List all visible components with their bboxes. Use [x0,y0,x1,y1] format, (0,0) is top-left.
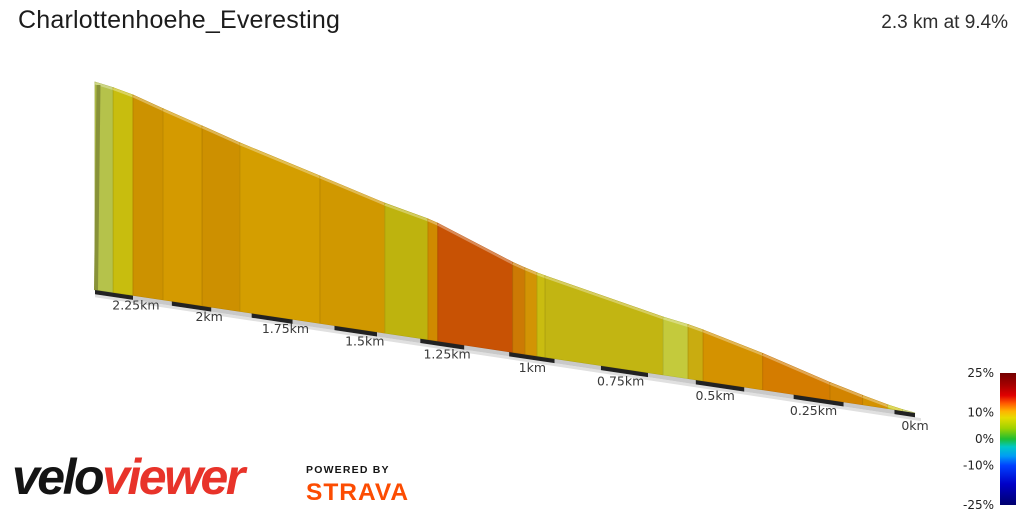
gradient-band-bevel [427,219,439,226]
axis-stripe [793,394,844,407]
powered-by-label: POWERED BY [306,464,390,476]
axis-tick-labels: 2.25km 2km 1.75km 1.5km 1.25km 1km 0.75km 0.5km… [112,297,928,433]
gradient-band-bevel [687,324,704,333]
legend-label: -10% [963,458,994,472]
gradient-band-bevel [132,95,164,112]
gradient-band-bevel [762,353,831,385]
axis-tick-label: 2.25km [112,297,159,312]
axis-stripe [894,409,915,418]
gradient-band-bevel [536,272,546,279]
gradient-band-bevel [162,108,203,129]
axis-tick-label: 1.75km [262,321,309,336]
axis-stripe [292,319,335,331]
axis-stripe [420,338,465,350]
axis-tick-label: 2km [195,309,222,324]
climb-summary: 2.3 km at 9.4% [881,12,1008,33]
gradient-band-bevel [887,404,904,412]
profile-left-edge [94,84,101,291]
profile-bands [94,81,916,416]
axis-stripe [695,380,745,392]
gradient-band [132,94,164,301]
axis-stripe [251,313,293,324]
axis-stripe [843,402,895,415]
gradient-band [702,329,764,391]
gradient-band-bevel [862,395,889,408]
powered-by-strava: POWERED BY STRAVA [306,464,409,507]
gradient-band-bevel [112,87,134,98]
gradient-band-bevel [437,223,514,265]
gradient-band-bevel [384,203,429,222]
axis-stripe [464,345,510,357]
veloviewer-logo-viewer: viewer [102,449,245,505]
axis-stripe [334,325,377,337]
legend-label: -25% [963,498,994,512]
gradient-band [384,202,429,341]
axis-tick-label: 1.5km [345,333,384,348]
gradient-band [239,142,321,325]
axis-tick-label: 0km [901,418,928,433]
legend-label: 25% [967,366,994,380]
legend-colorbar [1000,373,1016,505]
axis-stripe [95,290,134,300]
gradient-band-bevel [94,82,114,91]
gradient-band [662,316,689,380]
gradient-band-bevel [239,142,321,179]
gradient-band-bevel [702,330,764,356]
gradient-legend: 25% 10% 0% -10% -25% [963,366,1016,512]
gradient-band-bevel [524,267,538,276]
axis-tick-label: 0.5km [695,388,734,403]
axis-stripe [509,352,555,364]
gradient-band [162,108,203,307]
gradient-band [524,267,538,357]
axis-tick-label: 1.25km [423,346,470,361]
legend-label: 0% [975,432,994,446]
axis-stripe [647,372,696,385]
gradient-band [427,218,439,342]
axis-stripe [133,295,172,306]
page-title: Charlottenhoehe_Everesting [18,6,341,34]
gradient-band-bevel [319,176,386,206]
distance-axis [95,290,921,422]
axis-stripe [211,307,252,318]
strava-logo: STRAVA [306,479,410,506]
axis-tick-label: 0.75km [597,374,644,389]
gradient-band [536,272,546,358]
legend-label: 10% [967,406,994,420]
axis-stripe [376,332,421,343]
axis-stripe [744,387,794,399]
veloviewer-logo-velo: velo [12,449,105,505]
gradient-band-bevel [512,262,526,271]
gradient-band-bevel [829,382,864,398]
axis-tick-label: 1km [519,360,546,375]
gradient-band [512,261,526,355]
axis-stripe [554,358,601,371]
axis-stripe [171,301,212,312]
gradient-band-bevel [662,317,689,327]
veloviewer-logo: veloviewer [12,449,245,505]
gradient-band [112,87,134,297]
gradient-band-bevel [544,275,664,320]
axis-tick-label: 0.25km [790,403,837,418]
gradient-band-bevel [201,126,241,146]
gradient-band [201,125,241,313]
axis-front-face [95,294,921,422]
gradient-band [687,324,704,382]
axis-stripe [600,365,648,378]
